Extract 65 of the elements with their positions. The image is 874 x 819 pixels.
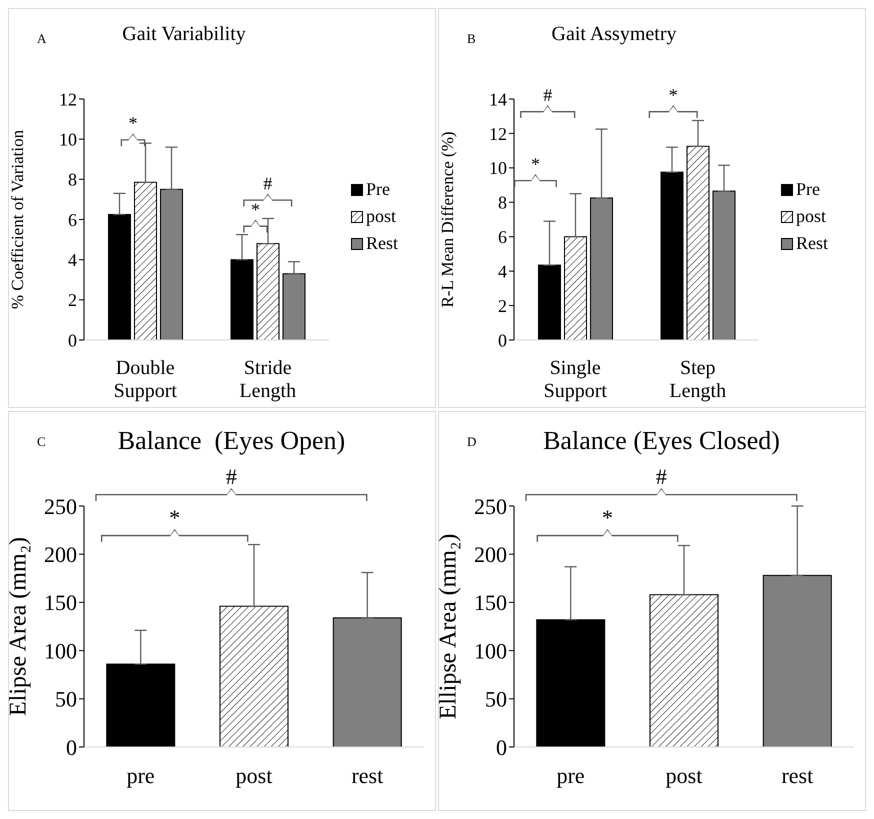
y-tick-label: 14: [489, 89, 507, 110]
y-tick-label: 10: [489, 158, 507, 178]
y-tick-label: 8: [68, 170, 77, 190]
x-tick-label: Step Length: [669, 357, 726, 402]
annotation: *: [602, 504, 613, 530]
y-tick-label: 6: [68, 210, 77, 230]
y-tick-label: 0: [496, 734, 507, 760]
y-tick-label: 200: [474, 542, 507, 568]
text: A: [37, 31, 46, 47]
y-tick-label: 150: [44, 590, 77, 616]
chart-title: Gait Assymetry: [552, 23, 676, 45]
legend-label: Rest: [366, 233, 398, 254]
y-tick-label: 250: [474, 494, 507, 519]
y-tick-label: 100: [474, 638, 507, 664]
legend-label: Pre: [796, 179, 820, 200]
text: C: [37, 434, 46, 450]
y-axis-title: Ellipse Area (mm₂): [436, 534, 462, 720]
y-tick-label: 250: [44, 494, 77, 519]
x-tick-label: pre: [126, 762, 155, 788]
text: B: [467, 31, 476, 47]
x-tick-label: rest: [781, 762, 814, 788]
annotation: *: [530, 154, 540, 174]
y-tick-label: 200: [44, 542, 77, 568]
y-tick-label: 10: [59, 130, 77, 150]
y-tick-label: 50: [55, 686, 77, 712]
chart-title: Gait Variability: [122, 23, 246, 45]
y-tick-label: 2: [68, 290, 77, 310]
x-tick-label: post: [236, 762, 272, 788]
chart-title: Balance (Eyes Open): [118, 426, 346, 455]
y-tick-label: 100: [44, 638, 77, 664]
y-tick-label: 6: [498, 227, 507, 248]
legend-label: post: [366, 206, 396, 227]
text: #: [226, 464, 237, 489]
x-tick-label: pre: [556, 762, 585, 788]
y-axis-title: % Coefficient of Variation: [8, 129, 28, 310]
x-tick-label: Double Support: [114, 357, 178, 402]
text: D: [467, 434, 476, 450]
annotation: #: [263, 173, 272, 194]
annotation: *: [128, 113, 138, 134]
annotation: *: [251, 200, 260, 220]
y-tick-label: 2: [498, 296, 507, 316]
annotation: *: [169, 504, 180, 530]
y-tick-label: 4: [68, 250, 77, 270]
legend-label: Pre: [366, 179, 390, 200]
y-tick-label: 12: [489, 124, 507, 144]
legend-label: post: [796, 206, 826, 227]
x-tick-label: post: [666, 762, 702, 788]
y-tick-label: 12: [59, 89, 77, 110]
legend-label: Rest: [796, 233, 828, 254]
y-tick-label: 4: [498, 262, 507, 282]
x-tick-label: Stride Length: [239, 357, 296, 402]
y-axis-title: Elipse Area (mm₂): [6, 537, 32, 716]
annotation: #: [543, 85, 552, 106]
y-tick-label: 0: [68, 330, 77, 350]
y-tick-label: 150: [474, 590, 507, 616]
x-tick-label: Single Support: [544, 357, 608, 402]
y-tick-label: 0: [66, 734, 77, 760]
y-tick-label: 8: [498, 192, 507, 213]
y-axis-title: R-L Mean Difference (%): [438, 131, 458, 308]
y-tick-label: 0: [498, 330, 507, 350]
annotation: *: [668, 85, 678, 106]
text: #: [656, 464, 667, 489]
y-tick-label: 50: [485, 686, 507, 712]
x-tick-label: rest: [351, 762, 384, 788]
chart-title: Balance (Eyes Closed): [543, 426, 780, 455]
